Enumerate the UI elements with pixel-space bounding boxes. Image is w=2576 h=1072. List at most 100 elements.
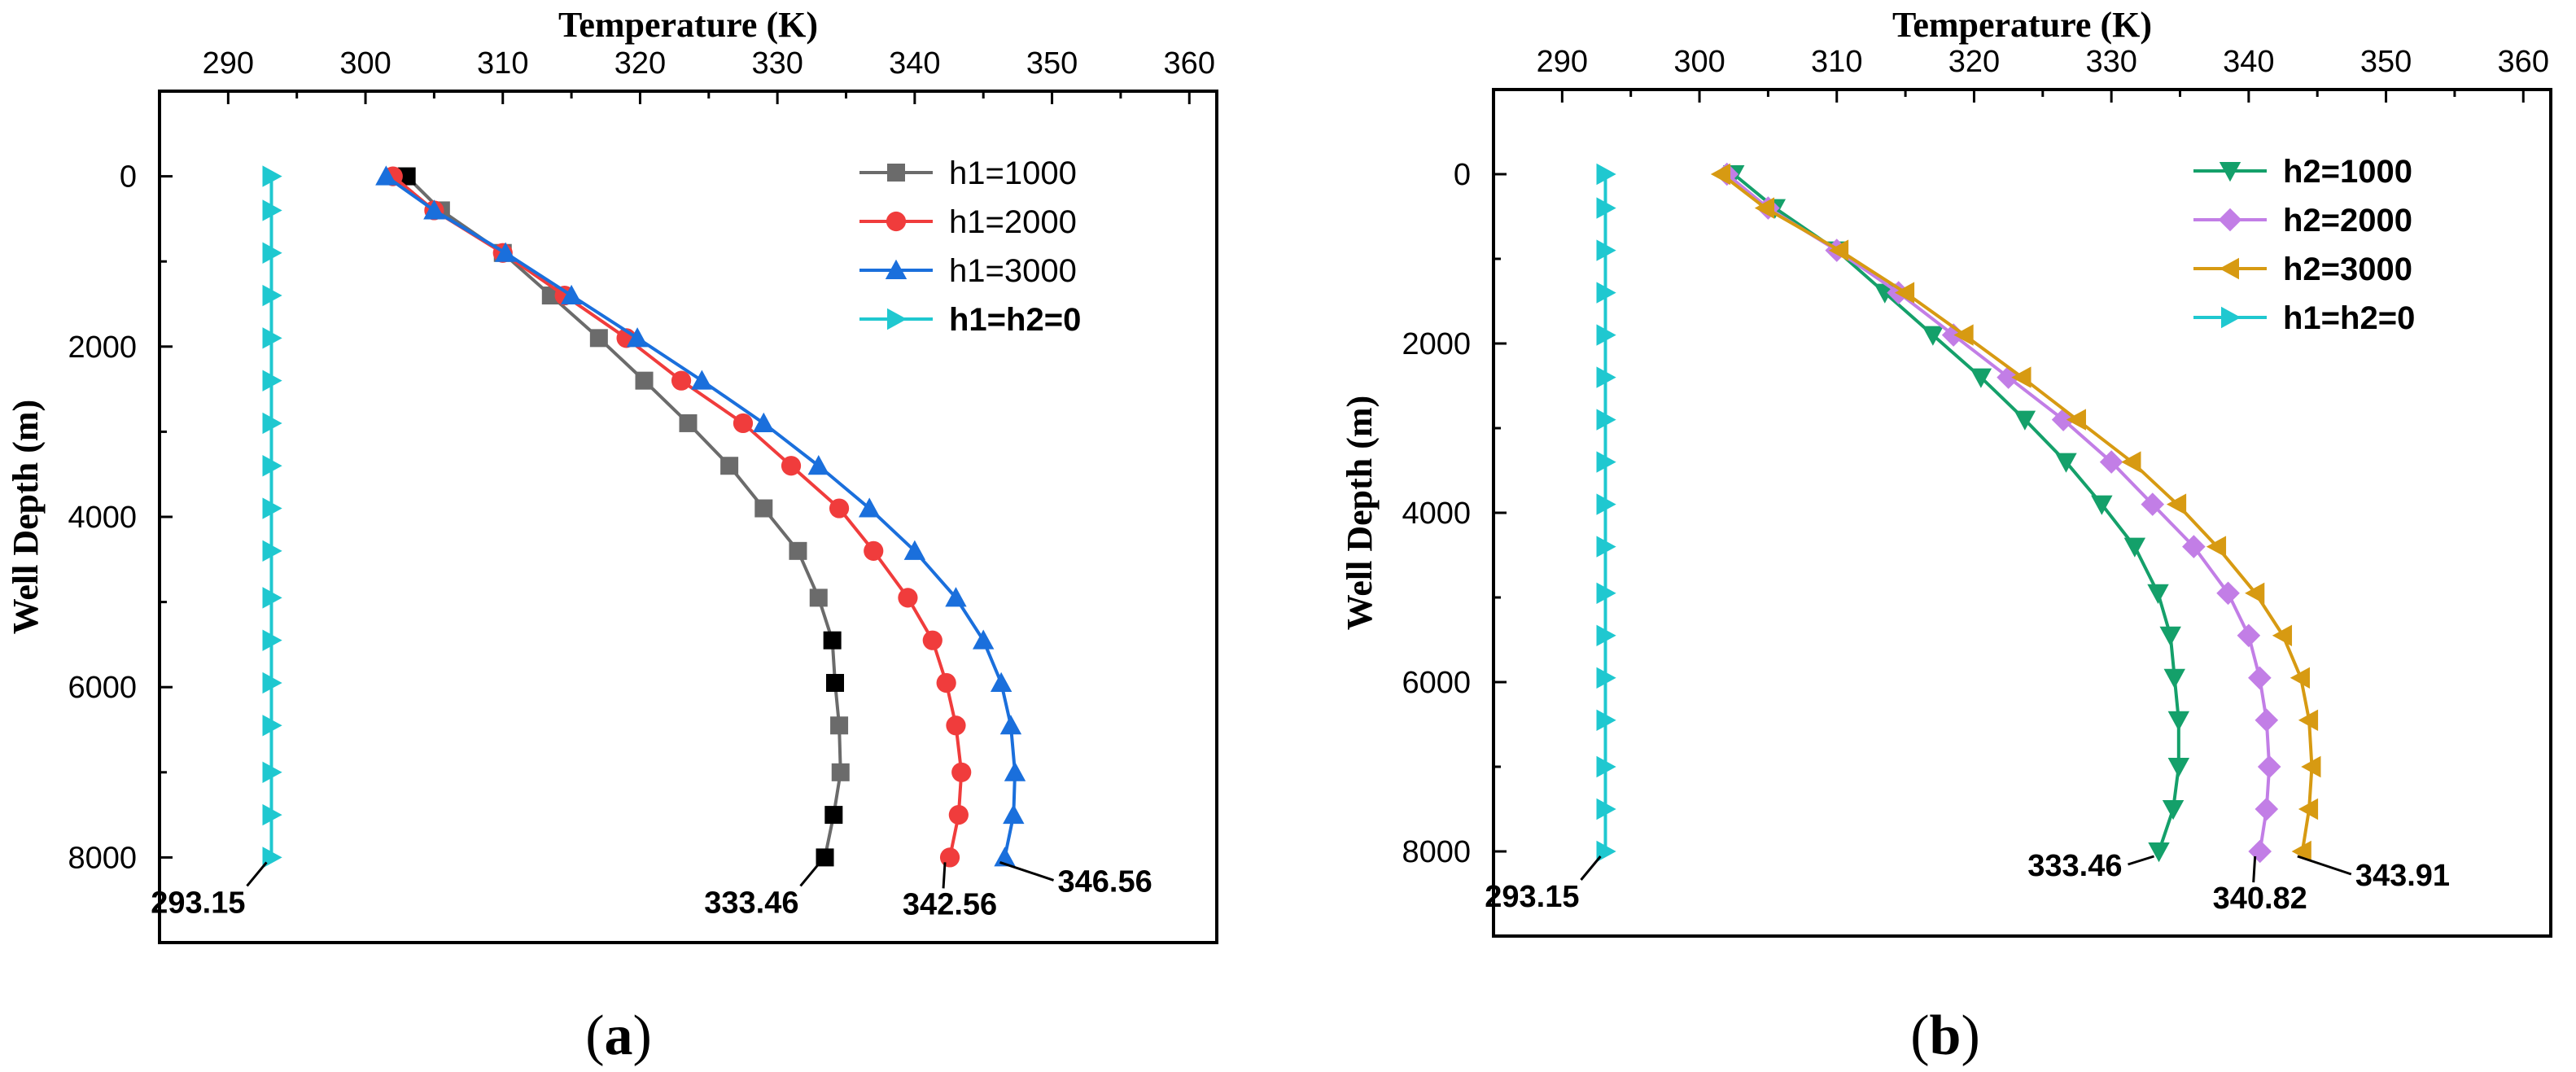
data-point-h1=1000 bbox=[816, 848, 834, 867]
y-tick-label: 6000 bbox=[68, 671, 137, 705]
data-point-h1=h2=0 bbox=[262, 803, 282, 826]
x-tick-label: 340 bbox=[889, 46, 940, 81]
data-point-h1=3000 bbox=[560, 284, 583, 305]
annotation-label: 342.56 bbox=[903, 887, 997, 921]
data-point-h2=3000 bbox=[2291, 840, 2311, 863]
data-point-h2=1000 bbox=[2055, 453, 2077, 473]
data-point-h1=h2=0 bbox=[1596, 197, 1616, 219]
data-point-h2=1000 bbox=[2163, 668, 2185, 689]
data-point-h2=3000 bbox=[1953, 324, 1974, 346]
panel-label-letter: a bbox=[605, 1004, 633, 1067]
data-point-h1=h2=0 bbox=[262, 370, 282, 392]
y-tick-label: 6000 bbox=[1402, 666, 1471, 700]
data-point-h1=1000 bbox=[720, 457, 739, 475]
data-point-h1=h2=0 bbox=[262, 455, 282, 477]
series-line-h1=1000 bbox=[405, 175, 842, 858]
data-point-h1=h2=0 bbox=[1596, 324, 1616, 346]
legend-marker-h2=3000 bbox=[2219, 257, 2239, 280]
data-point-h1=2000 bbox=[864, 540, 884, 561]
data-point-h2=3000 bbox=[2066, 409, 2086, 431]
panel-label-open: ( bbox=[585, 1004, 604, 1067]
data-point-h1=h2=0 bbox=[262, 847, 282, 869]
data-point-h1=3000 bbox=[807, 455, 829, 475]
data-point-h1=1000 bbox=[830, 716, 849, 735]
data-point-h1=h2=0 bbox=[1596, 624, 1616, 646]
data-point-h1=1000 bbox=[679, 413, 698, 432]
data-point-h1=3000 bbox=[994, 847, 1016, 867]
x-tick-label: 320 bbox=[614, 46, 666, 81]
x-axis-label: Temperature (K) bbox=[1892, 5, 2152, 45]
data-point-h1=h2=0 bbox=[1596, 163, 1616, 186]
data-point-h1=3000 bbox=[858, 497, 881, 518]
data-point-h1=1000 bbox=[826, 673, 845, 692]
data-point-h1=h2=0 bbox=[1596, 409, 1616, 431]
data-point-h1=h2=0 bbox=[262, 587, 282, 609]
data-point-h1=3000 bbox=[945, 587, 967, 607]
data-point-h1=2000 bbox=[898, 588, 918, 608]
data-point-h1=h2=0 bbox=[1596, 282, 1616, 304]
data-point-h1=1000 bbox=[589, 329, 608, 348]
data-point-h2=3000 bbox=[1710, 163, 1731, 186]
y-tick-label: 0 bbox=[1454, 158, 1471, 192]
data-point-h1=2000 bbox=[829, 498, 850, 518]
legend-label: h1=2000 bbox=[949, 204, 1077, 240]
data-point-h1=h2=0 bbox=[262, 284, 282, 307]
data-point-h1=h2=0 bbox=[262, 761, 282, 783]
annotation-label: 333.46 bbox=[704, 886, 798, 920]
legend-marker-h2=2000 bbox=[2218, 208, 2242, 232]
data-point-h2=1000 bbox=[2162, 800, 2185, 820]
y-axis-label: Well Depth (m) bbox=[1340, 396, 1380, 630]
data-point-h1=h2=0 bbox=[1596, 798, 1616, 820]
legend-marker-h1=2000 bbox=[886, 211, 907, 232]
data-point-h1=3000 bbox=[375, 165, 397, 186]
data-point-h1=1000 bbox=[789, 541, 807, 560]
data-point-h1=3000 bbox=[1003, 803, 1025, 825]
x-tick-label: 340 bbox=[2223, 45, 2274, 79]
data-point-h2=3000 bbox=[2272, 624, 2293, 646]
data-point-h1=h2=0 bbox=[262, 199, 282, 221]
data-point-h2=3000 bbox=[2245, 582, 2265, 604]
data-point-h1=3000 bbox=[626, 327, 649, 348]
data-point-h1=h2=0 bbox=[1596, 451, 1616, 473]
data-point-h1=3000 bbox=[423, 199, 445, 220]
data-point-h2=3000 bbox=[2121, 451, 2141, 473]
data-point-h1=3000 bbox=[990, 672, 1012, 692]
x-tick-label: 330 bbox=[2085, 45, 2136, 79]
data-point-h1=h2=0 bbox=[262, 629, 282, 651]
data-point-h1=h2=0 bbox=[1596, 366, 1616, 388]
data-point-h1=h2=0 bbox=[1596, 840, 1616, 863]
data-point-h1=h2=0 bbox=[1596, 667, 1616, 689]
data-point-h2=2000 bbox=[2237, 624, 2261, 648]
panel-label-letter: b bbox=[1930, 1004, 1962, 1067]
data-point-h2=1000 bbox=[2091, 495, 2113, 515]
legend-label: h2=2000 bbox=[2283, 203, 2412, 238]
data-point-h1=1000 bbox=[754, 499, 773, 518]
data-point-h1=2000 bbox=[951, 762, 972, 782]
data-point-h1=3000 bbox=[903, 540, 926, 560]
data-point-h2=3000 bbox=[1828, 239, 1849, 261]
annotation-leader bbox=[2297, 855, 2352, 876]
x-tick-label: 300 bbox=[1673, 45, 1725, 79]
data-point-h1=h2=0 bbox=[262, 540, 282, 562]
panel-label-close: ) bbox=[1961, 1004, 1979, 1067]
data-point-h1=1000 bbox=[823, 631, 842, 650]
data-point-h2=3000 bbox=[1754, 197, 1775, 219]
data-point-h2=3000 bbox=[2011, 366, 2031, 388]
x-tick-label: 350 bbox=[2360, 45, 2412, 79]
data-point-h1=3000 bbox=[1004, 761, 1026, 781]
y-tick-label: 4000 bbox=[68, 501, 137, 535]
data-point-h2=1000 bbox=[2167, 758, 2190, 778]
x-tick-label: 360 bbox=[1164, 46, 1215, 81]
data-point-h2=3000 bbox=[2301, 755, 2321, 778]
data-point-h1=h2=0 bbox=[1596, 536, 1616, 558]
x-tick-label: 350 bbox=[1026, 46, 1078, 81]
data-point-h1=h2=0 bbox=[262, 715, 282, 737]
data-point-h2=1000 bbox=[2014, 410, 2036, 431]
panel-a: 290 300 310 320 330 340 350 360 0 2000 4000 6000 800… bbox=[6, 5, 1218, 1067]
data-point-h1=h2=0 bbox=[1596, 582, 1616, 604]
data-point-h2=1000 bbox=[2167, 711, 2190, 731]
data-point-h2=2000 bbox=[1941, 323, 1966, 347]
data-point-h1=2000 bbox=[922, 630, 942, 650]
data-point-h1=2000 bbox=[939, 847, 960, 868]
panel-label-close: ) bbox=[633, 1004, 652, 1067]
